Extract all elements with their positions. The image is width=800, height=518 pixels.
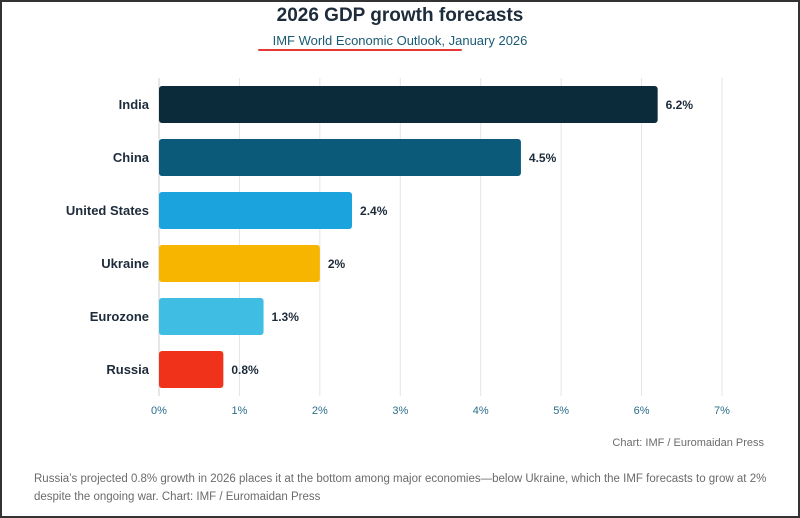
x-tick-label-3: 3% [392, 405, 408, 417]
x-tick-label-1: 1% [231, 405, 247, 417]
bar-0 [159, 86, 658, 123]
value-label-0: 6.2% [666, 98, 694, 112]
x-tick-label-4: 4% [473, 405, 489, 417]
bar-3 [159, 245, 320, 282]
bar-4 [159, 298, 264, 335]
chart-caption: Russia’s projected 0.8% growth in 2026 p… [34, 473, 767, 503]
category-label-5: Russia [106, 362, 149, 377]
value-label-4: 1.3% [272, 310, 300, 324]
chart-title: 2026 GDP growth forecasts [276, 5, 524, 26]
category-label-3: Ukraine [101, 256, 149, 271]
chart-credit: Chart: IMF / Euromaidan Press [612, 437, 764, 449]
category-label-2: United States [66, 203, 149, 218]
category-label-1: China [113, 150, 150, 165]
x-tick-label-6: 6% [634, 405, 650, 417]
value-label-2: 2.4% [360, 204, 388, 218]
x-tick-label-2: 2% [312, 405, 328, 417]
bar-5 [159, 351, 224, 388]
x-tick-label-7: 7% [714, 405, 730, 417]
x-tick-label-0: 0% [151, 405, 167, 417]
source-underline [258, 49, 462, 51]
subtitle-date: , January 2026 [441, 33, 528, 48]
value-label-1: 4.5% [529, 151, 557, 165]
x-tick-label-5: 5% [553, 405, 569, 417]
chart-subtitle: IMF World Economic Outlook, January 2026 [0, 33, 800, 48]
bar-2 [159, 192, 353, 229]
category-label-0: India [119, 97, 150, 112]
subtitle-source-link[interactable]: IMF World Economic Outlook [272, 33, 442, 48]
category-label-4: Eurozone [90, 309, 149, 324]
value-label-5: 0.8% [231, 363, 259, 377]
value-label-3: 2% [328, 257, 346, 271]
bar-1 [159, 139, 521, 176]
